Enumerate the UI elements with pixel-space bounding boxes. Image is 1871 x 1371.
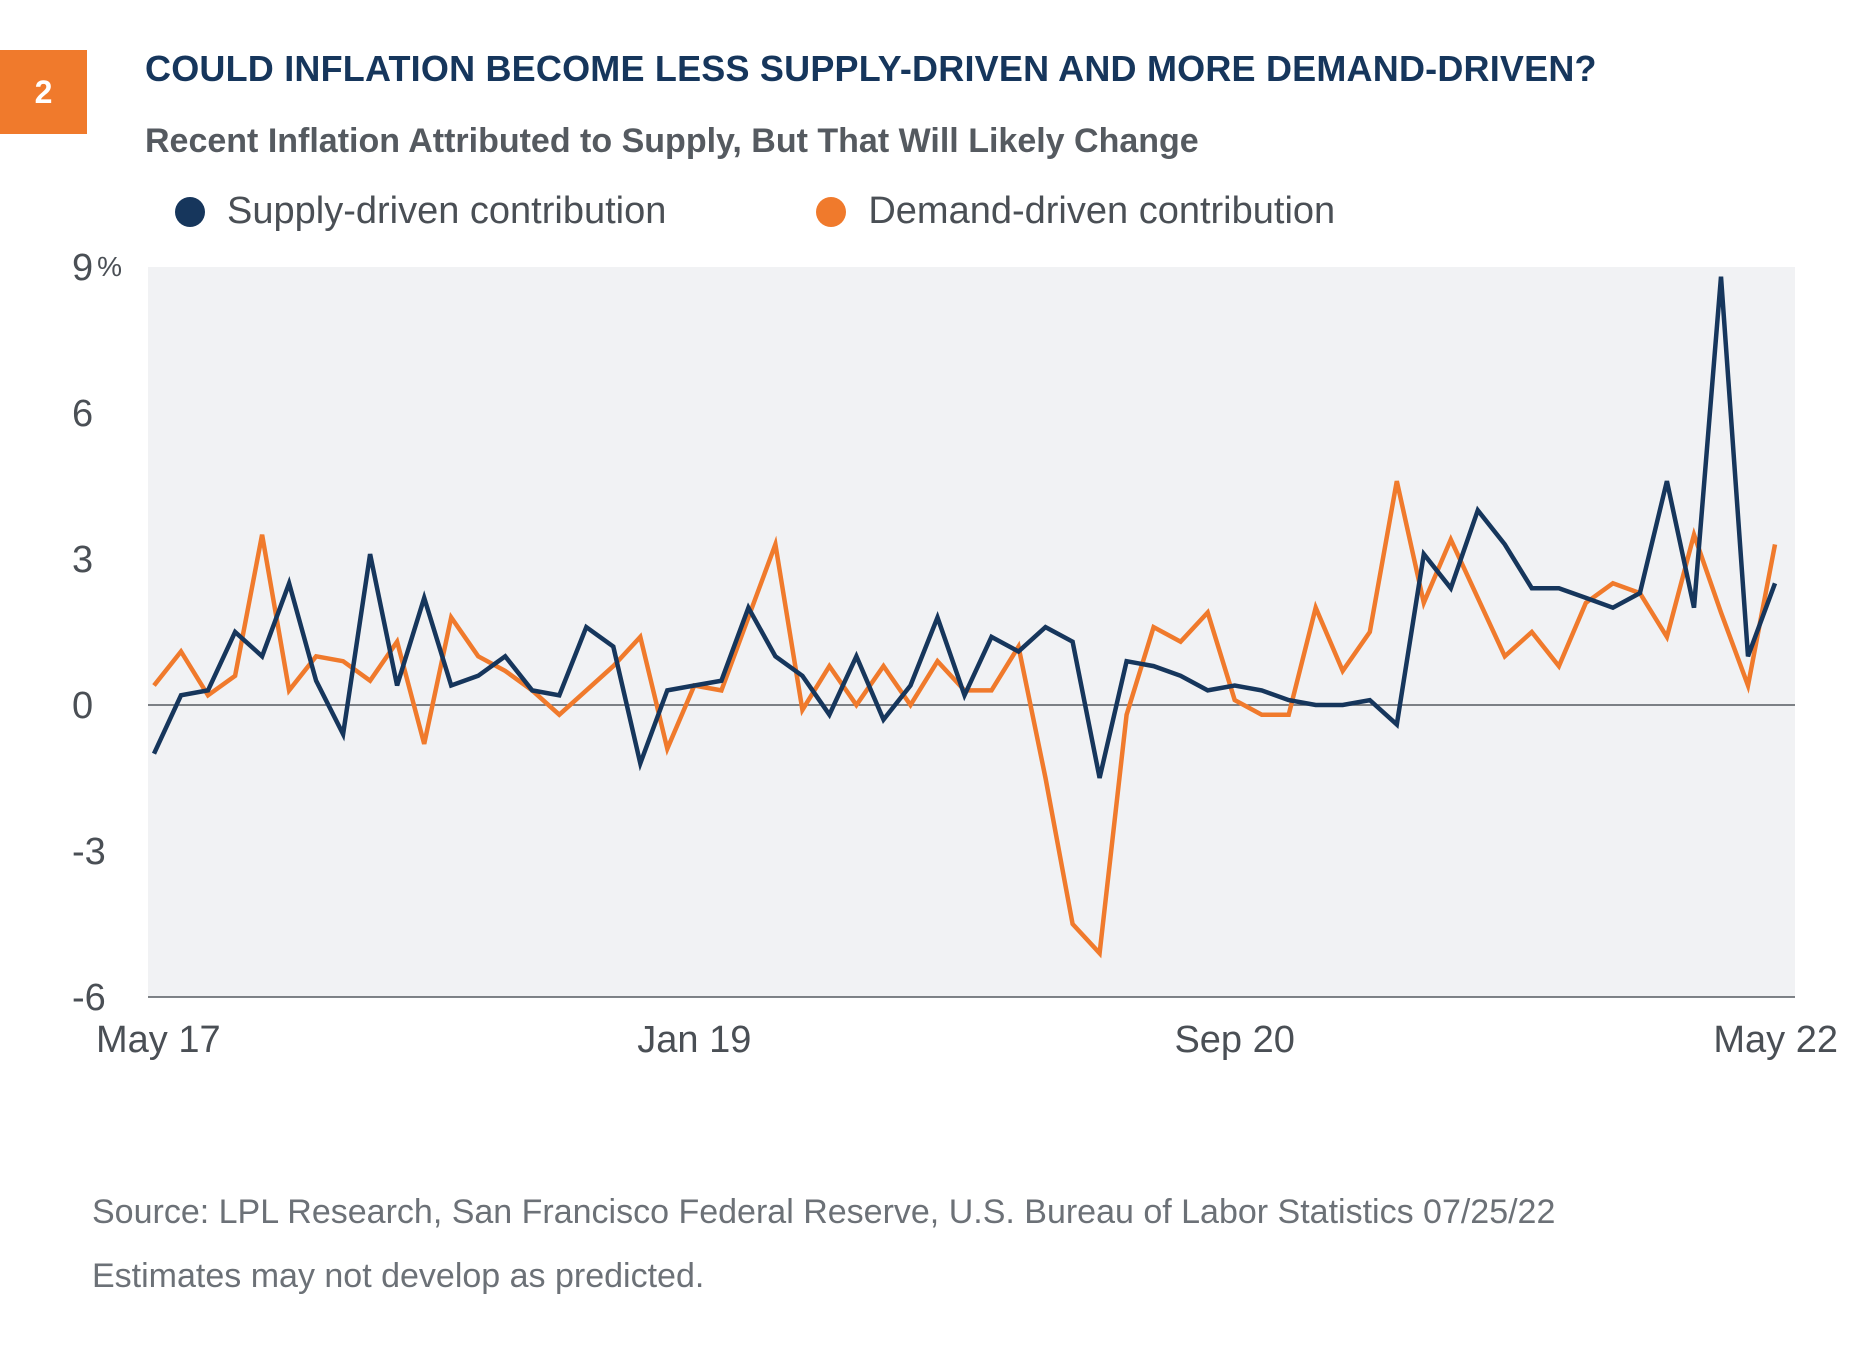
y-tick-label: 9% [72,247,122,289]
y-tick-label: 0 [72,685,93,727]
x-axis: May 17 Jan 19 Sep 20 May 22 [96,1019,1838,1061]
legend-label-supply: Supply-driven contribution [227,190,667,232]
legend-swatch-supply [175,196,205,227]
line-chart: 9 % 6 3 0 -3 -6 May 17 Jan 19 Sep 20 May 22 [72,247,1838,1061]
legend-item-supply: Supply-driven contribution [175,190,666,233]
legend-label-demand: Demand-driven contribution [868,190,1336,232]
series-line-supply [151,276,1778,779]
y-tick-label: -6 [72,977,106,1019]
series-lines [151,276,1778,959]
y-tick-label: 3 [72,539,93,581]
legend-swatch-demand [816,196,847,227]
source-note: Source: LPL Research, San Francisco Fede… [92,1180,1555,1308]
chart-legend: Supply-driven contribution Demand-driven… [175,190,1485,233]
x-tick-label: May 22 [1713,1019,1838,1061]
chart-number-badge: 2 [0,50,87,134]
x-tick-label: Sep 20 [1174,1019,1294,1061]
plot-area [148,267,1795,997]
source-line: Source: LPL Research, San Francisco Fede… [92,1193,1556,1231]
y-unit-label: % [97,251,122,282]
y-tick-label: -3 [72,831,106,873]
x-tick-label: Jan 19 [637,1019,751,1061]
y-axis: 9 % 6 3 0 -3 -6 [72,247,122,1019]
legend-item-demand: Demand-driven contribution [816,190,1335,233]
disclaimer-line: Estimates may not develop as predicted. [92,1257,705,1295]
x-tick-label: May 17 [96,1019,221,1061]
chart-subtitle: Recent Inflation Attributed to Supply, B… [145,122,1199,160]
y-tick-label: 6 [72,393,93,435]
chart-title: COULD INFLATION BECOME LESS SUPPLY-DRIVE… [145,48,1597,89]
